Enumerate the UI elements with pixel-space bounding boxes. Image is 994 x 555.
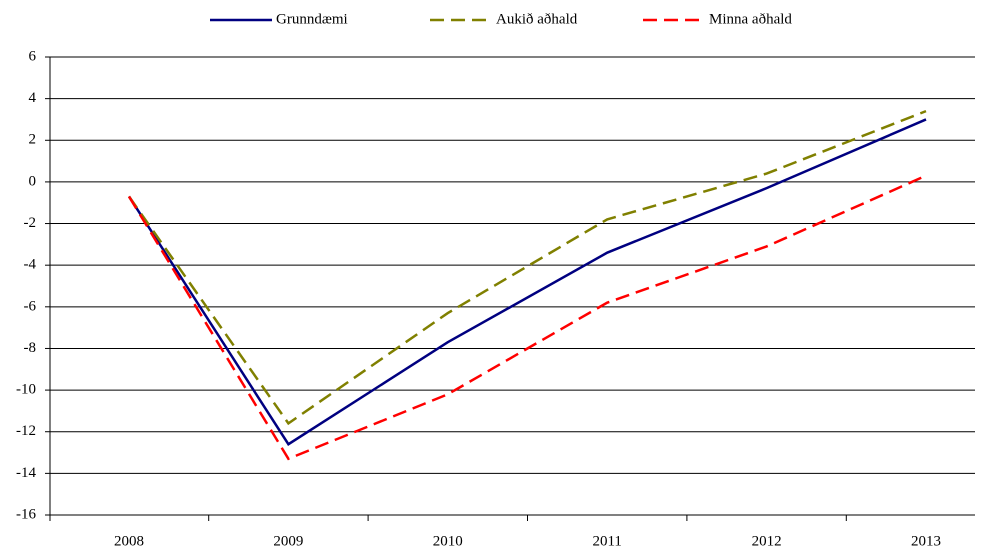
y-tick-label: 4 [29,90,37,106]
series-line [127,118,927,446]
legend-label: Grunndæmi [276,11,348,27]
legend-label: Minna aðhald [709,11,792,27]
x-tick-label: 2013 [911,533,941,549]
y-tick-label: 2 [29,132,37,148]
series-line [127,174,927,461]
y-tick-label: -8 [24,340,37,356]
y-tick-label: -4 [24,257,37,273]
x-tick-label: 2010 [433,533,463,549]
y-tick-label: -2 [24,215,37,231]
x-tick-label: 2009 [273,533,303,549]
y-tick-label: -6 [24,298,37,314]
y-tick-label: -10 [16,382,36,398]
x-tick-label: 2012 [752,533,782,549]
y-tick-label: -16 [16,506,36,522]
series-line [127,109,927,426]
x-tick-label: 2008 [114,533,144,549]
y-tick-label: -12 [16,423,36,439]
x-tick-label: 2011 [592,533,621,549]
y-tick-label: -14 [16,465,36,481]
y-tick-label: 0 [29,173,37,189]
legend-label: Aukið aðhald [496,11,578,27]
y-tick-label: 6 [29,48,37,64]
